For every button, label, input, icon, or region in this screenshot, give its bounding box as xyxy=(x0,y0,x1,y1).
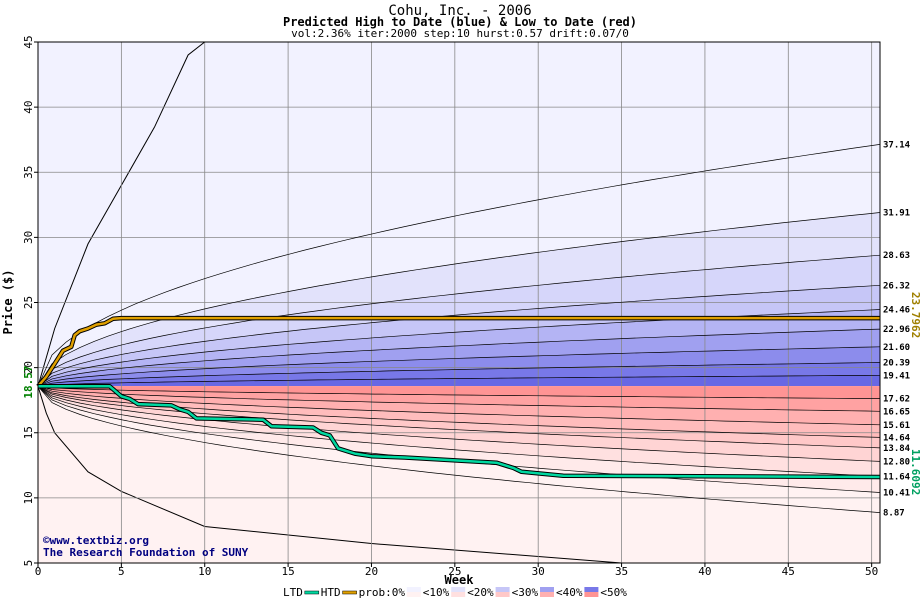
band-line-8 xyxy=(37,374,881,387)
band-line-14 xyxy=(37,386,881,462)
band-end-label-8: 19.41 xyxy=(883,371,910,381)
band-end-label-16: 10.41 xyxy=(883,489,910,499)
y-tick-label-15: 15 xyxy=(22,426,35,439)
legend-swatch-blue-0 xyxy=(406,587,421,592)
legend-htd-swatch xyxy=(342,590,357,595)
band-end-labels: 37.14 31.91 28.63 26.32 24.46 22.96 21.60 20.39… xyxy=(883,140,911,518)
band-end-label-13: 13.84 xyxy=(883,444,911,454)
band-end-label-4: 24.46 xyxy=(883,306,910,316)
x-tick-label-15: 15 xyxy=(281,565,294,578)
band-end-label-14: 12.80 xyxy=(883,457,910,467)
x-tick-label-10: 10 xyxy=(198,565,211,578)
band-end-label-9: 17.62 xyxy=(883,395,910,405)
band-end-label-2: 28.63 xyxy=(883,251,910,261)
band-end-label-1: 31.91 xyxy=(883,208,910,218)
x-tick-label-20: 20 xyxy=(365,565,378,578)
chart-subtitle: Predicted High to Date (blue) & Low to D… xyxy=(283,15,637,29)
band-line-7 xyxy=(37,362,881,387)
data-series xyxy=(36,315,881,480)
legend-item-4: <50% xyxy=(600,586,627,599)
band-line-10 xyxy=(37,385,881,412)
band-line-17 xyxy=(37,386,881,513)
legend-swatch-red-3 xyxy=(540,592,554,597)
band-line-13 xyxy=(37,385,881,449)
band-end-label-5: 22.96 xyxy=(883,325,910,335)
x-tick-label-40: 40 xyxy=(698,565,711,578)
y-tick-label-5: 5 xyxy=(22,560,35,567)
x-tick-label-25: 25 xyxy=(448,565,461,578)
high-band-8 xyxy=(38,375,880,387)
credit-line-1: ©www.textbiz.org xyxy=(43,534,149,547)
legend-swatch-red-4 xyxy=(584,592,599,597)
band-end-label-7: 20.39 xyxy=(883,359,910,369)
y-tick-label-45: 45 xyxy=(22,35,35,48)
legend-swatch-blue-1 xyxy=(451,587,466,592)
legend-ltd-swatch xyxy=(304,590,320,595)
legend-swatch-red-2 xyxy=(495,592,510,597)
band-end-label-12: 14.64 xyxy=(883,433,911,443)
y-tick-label-40: 40 xyxy=(22,101,35,114)
band-line-6 xyxy=(37,346,881,387)
legend-item-2: <30% xyxy=(512,586,539,599)
legend-swatch-red-0 xyxy=(406,592,421,597)
legend-swatch-blue-3 xyxy=(540,587,554,592)
envelope-lower xyxy=(37,386,622,564)
band-end-label-3: 26.32 xyxy=(883,281,910,291)
ltd-line xyxy=(38,385,881,479)
legend-item-3: <40% xyxy=(556,586,583,599)
legend-item-0: <10% xyxy=(423,586,450,599)
band-line-9 xyxy=(37,385,881,399)
x-tick-label-50: 50 xyxy=(865,565,878,578)
band-line-15 xyxy=(37,386,881,477)
credit-line-2: The Research Foundation of SUNY xyxy=(43,546,249,559)
band-line-5 xyxy=(37,328,881,387)
chart-params: vol:2.36% iter:2000 step:10 hurst:0.57 d… xyxy=(291,27,629,40)
legend-prob-label: prob:0% xyxy=(359,586,406,599)
y-axis-label: Price ($) xyxy=(1,269,15,334)
band-end-label-11: 15.61 xyxy=(883,421,910,431)
x-tick-label-30: 30 xyxy=(532,565,545,578)
x-tick-label-45: 45 xyxy=(782,565,795,578)
band-line-11 xyxy=(37,385,881,426)
legend-swatch-blue-2 xyxy=(495,587,510,592)
legend-swatch-red-1 xyxy=(451,592,466,597)
y-tick-label-25: 25 xyxy=(22,296,35,309)
ltd-end-label: 11.6092 xyxy=(909,449,920,495)
low-band-0 xyxy=(38,386,880,399)
x-tick-label-0: 0 xyxy=(35,565,42,578)
x-tick-label-35: 35 xyxy=(615,565,628,578)
band-end-label-0: 37.14 xyxy=(883,140,911,150)
y-tick-label-35: 35 xyxy=(22,166,35,179)
y-tick-label-30: 30 xyxy=(22,231,35,244)
band-end-label-6: 21.60 xyxy=(883,343,910,353)
start-price-label: 18.57 xyxy=(22,365,35,398)
band-end-label-10: 16.65 xyxy=(883,407,910,417)
y-tick-label-10: 10 xyxy=(22,491,35,504)
legend-item-1: <20% xyxy=(467,586,494,599)
legend-ltd-label: LTD xyxy=(283,586,303,599)
legend-htd-label: HTD xyxy=(321,586,341,599)
chart-title: Cohu, Inc. - 2006 xyxy=(388,3,531,19)
band-line-1 xyxy=(37,212,881,387)
band-end-label-17: 8.87 xyxy=(883,509,905,519)
x-tick-label-5: 5 xyxy=(118,565,125,578)
legend: LTD HTD prob:0% <10% <20% <30% <40% <50% xyxy=(283,586,627,599)
htd-end-label: 23.7962 xyxy=(909,292,920,338)
band-end-label-15: 11.64 xyxy=(883,473,911,483)
band-line-2 xyxy=(37,254,881,387)
legend-swatch-blue-4 xyxy=(584,587,599,592)
htd-line xyxy=(37,316,880,388)
band-line-3 xyxy=(37,284,881,387)
y-tick-label-20: 20 xyxy=(22,361,35,374)
band-line-0 xyxy=(37,144,881,387)
x-axis-label: Week xyxy=(445,573,475,587)
